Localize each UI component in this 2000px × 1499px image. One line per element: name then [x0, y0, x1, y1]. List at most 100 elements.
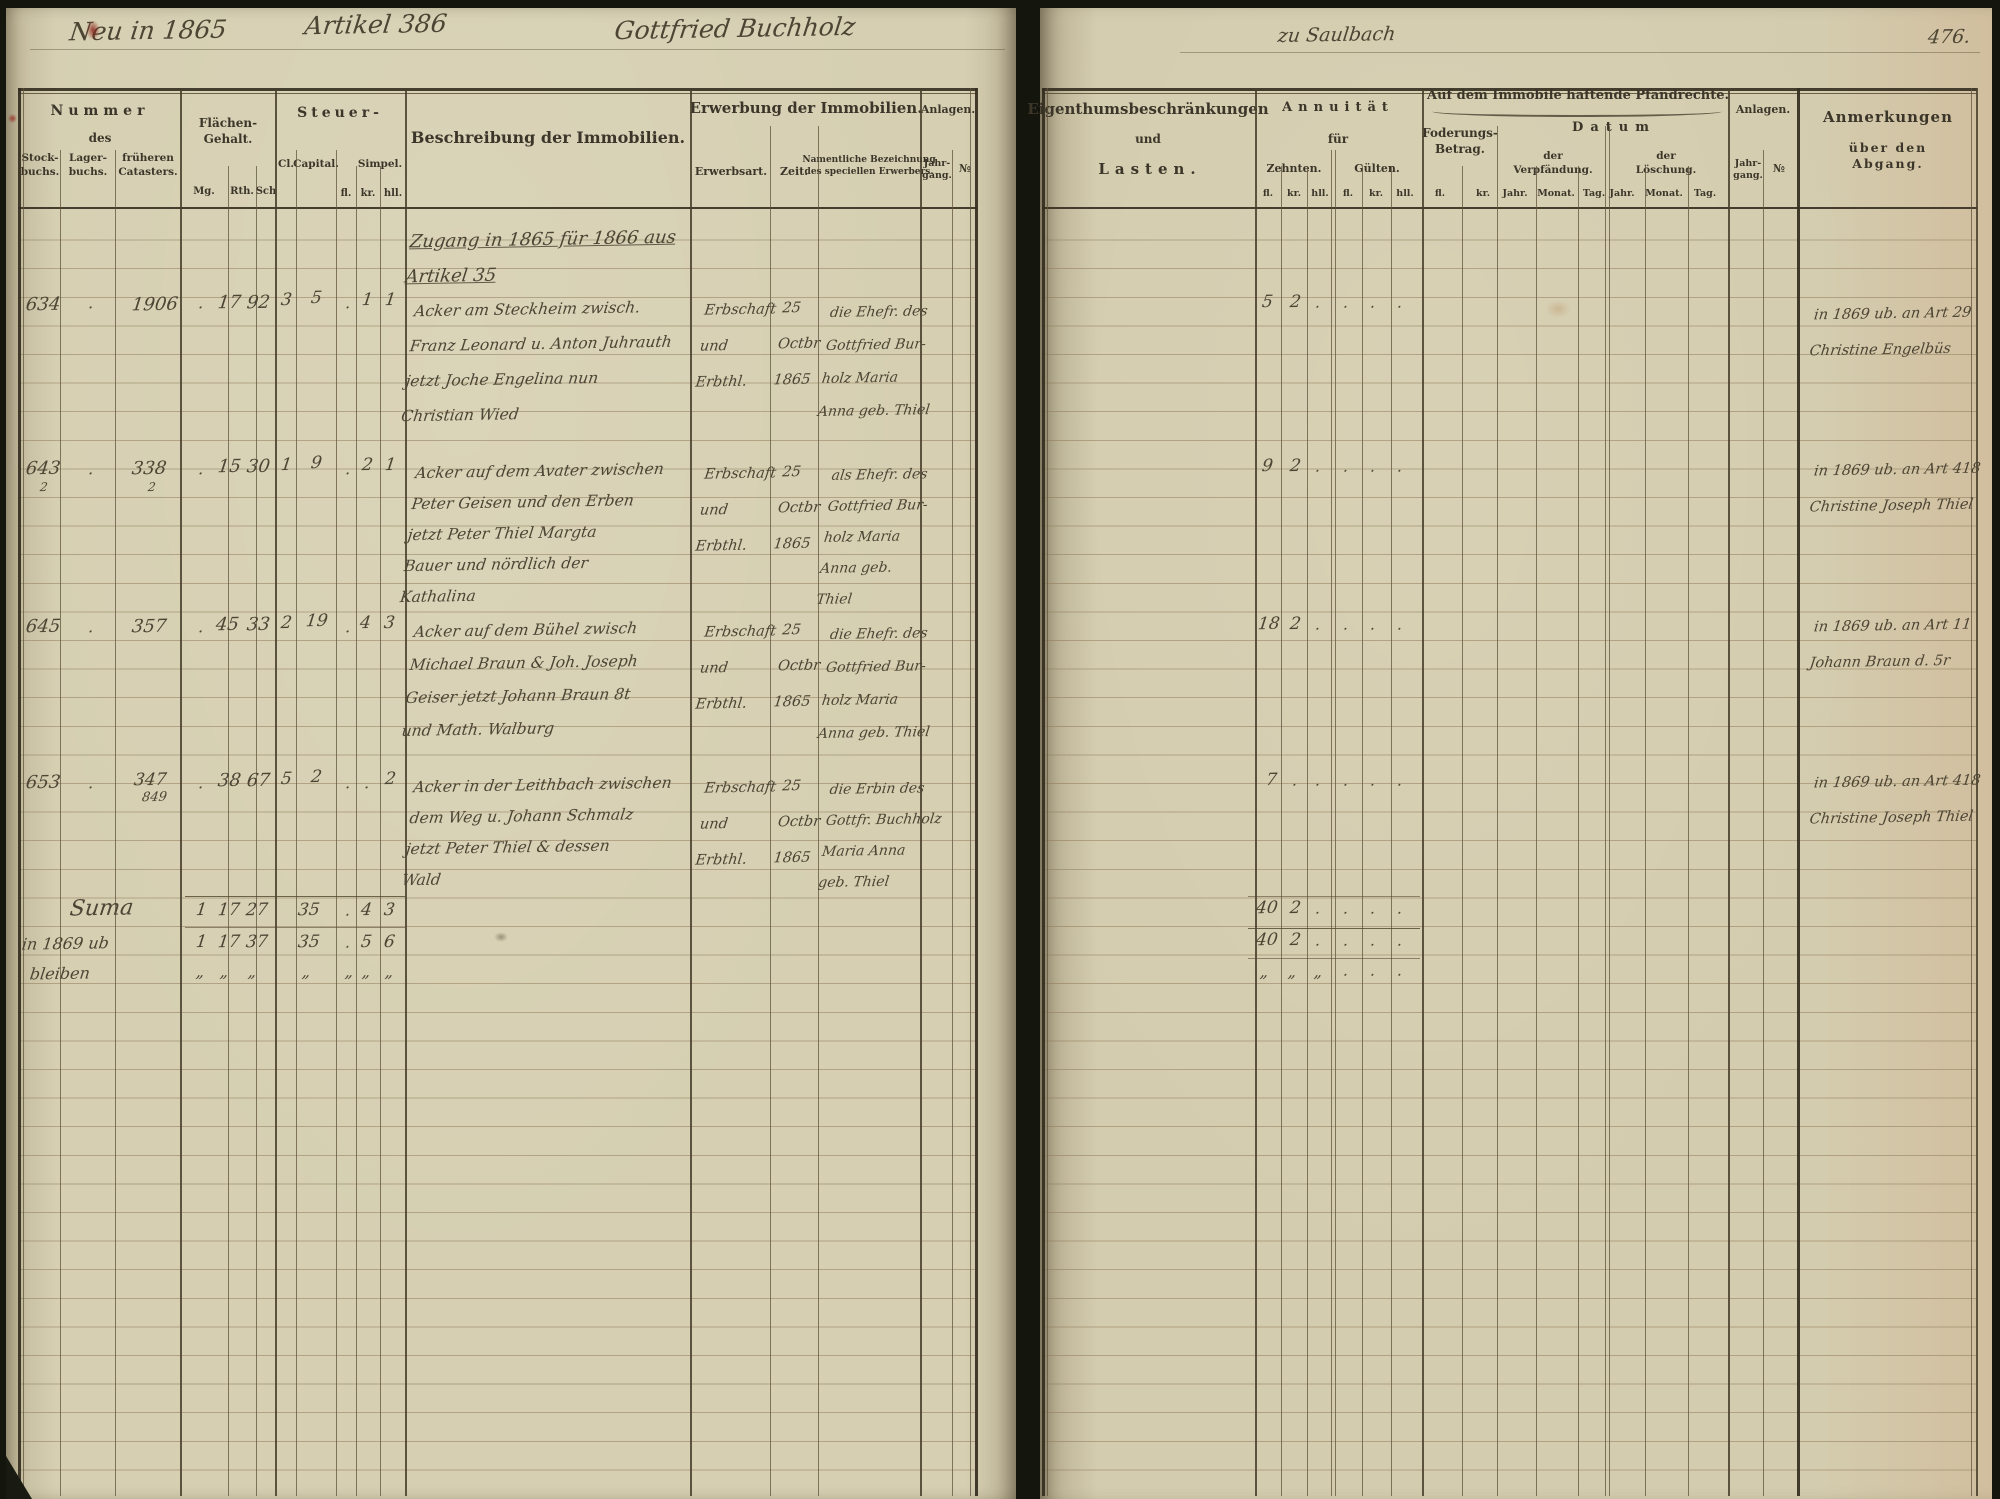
grid-line [60, 150, 61, 1496]
col-header-datum: Datum [1572, 120, 1656, 135]
col-header-steuer: Steuer- [297, 105, 383, 121]
col-header-simpel: Simpel. [357, 158, 403, 170]
cell-capital: 2 [309, 766, 324, 788]
grid-line [920, 88, 922, 1496]
cell-stockbuch: 645 [24, 615, 62, 638]
cell-sch: 92 [245, 291, 272, 314]
col-header-nr-left: № [959, 162, 971, 175]
cell-rth: 17 [216, 291, 243, 314]
grid-line [1609, 126, 1610, 1496]
cell-cataster-sub: 2 [147, 479, 157, 495]
grid-line [180, 88, 182, 1496]
grid-line [690, 88, 692, 1496]
grid-line [1047, 88, 1048, 1496]
cell-stockbuch-sub: 2 [39, 479, 49, 495]
col-header-lasten: Lasten. [1098, 160, 1202, 178]
col-header-guelten: Gülten. [1354, 162, 1400, 175]
sum-rule [1248, 958, 1420, 959]
foxing-spot [1545, 300, 1571, 318]
top-rule-right [1180, 52, 1980, 53]
summary-label: bleiben [28, 963, 92, 984]
sum-rule [1248, 896, 1420, 897]
cell-capital: 19 [304, 610, 329, 632]
sum-z-fl: 40 [1254, 897, 1279, 919]
grid-line [1422, 88, 1424, 1496]
col-header-foderungs: Foderungs- Betrag. [1422, 126, 1498, 156]
top-owner-note: Gottfried Buchholz [612, 11, 858, 46]
grid-line [115, 150, 116, 1496]
cell-anmerkung: in 1869 ub. an Art 11 Johann Braun d. 5r [1808, 616, 1973, 672]
sum-sch: 37 [244, 931, 269, 953]
col-header-z-hll: hll. [1311, 188, 1329, 199]
lt-top-border2 [18, 93, 977, 94]
col-header-lo-monat: Monat. [1645, 188, 1683, 199]
page-number: 476. [1926, 25, 1972, 49]
col-header-vp-monat: Monat. [1537, 188, 1575, 199]
cell-rth: 15 [216, 455, 243, 478]
col-header-verpfaendung: der Verpfändung. [1513, 150, 1593, 176]
cell-beschreibung: Acker auf dem Avater zwischen Peter Geis… [399, 459, 665, 607]
ink-stain [86, 20, 100, 40]
sum-s-hll: 6 [382, 931, 397, 953]
grid-line [1763, 150, 1764, 1496]
rt-header-bottom [1042, 207, 1977, 209]
sum-rth: 17 [216, 899, 241, 921]
grid-line [1605, 126, 1606, 1496]
col-header-jahrgang-right: Jahr- gang. [1733, 158, 1763, 182]
smudge [494, 932, 508, 942]
col-header-cataster: früheren Catasters. [118, 152, 178, 178]
grid-line [1307, 166, 1308, 1496]
col-header-mg: Mg. [193, 186, 215, 197]
pfandrechte-underline [1432, 106, 1722, 117]
cell-rth: 45 [214, 613, 241, 636]
grid-line [1976, 88, 1978, 1496]
ink-stain [8, 114, 17, 123]
col-header-lo-tag: Tag. [1693, 188, 1717, 199]
grid-line [405, 88, 407, 1496]
cell-erwerber: die Ehefr. des Gottfried Bur- holz Maria… [816, 625, 931, 742]
grid-line [1797, 88, 1800, 1496]
cell-zehnten-kr: 2 [1288, 613, 1303, 635]
grid-line [1042, 88, 1045, 1496]
col-header-abgang: über den Abgang. [1848, 140, 1928, 172]
col-header-lo-jahr: Jahr. [1609, 188, 1635, 199]
cell-simpel-kr: 2 [360, 454, 375, 476]
cell-anmerkung: in 1869 ub. an Art 418 Christine Joseph … [1808, 772, 1982, 828]
grid-line [256, 166, 257, 1496]
col-header-zehnten: Zehnten. [1266, 162, 1322, 175]
cell-simpel-hll: 2 [383, 768, 398, 790]
grid-line [770, 126, 771, 1496]
col-header-annuitaet: Annuität [1282, 100, 1394, 115]
col-header-nr-right: № [1773, 162, 1785, 175]
grid-line [975, 88, 978, 1496]
cell-zehnten-fl: 18 [1256, 613, 1281, 635]
col-header-und: und [1135, 132, 1161, 146]
col-header-fuer: für [1327, 132, 1349, 146]
sum-z-kr: 2 [1288, 897, 1303, 919]
summary-label: in 1869 ub [20, 933, 111, 954]
cell-erwerbsart: Erbschaft und Erbthl. [694, 779, 778, 869]
col-header-erwerbung: Erwerbung der Immobilien. [689, 99, 923, 117]
top-right-note: zu Saulbach [1276, 22, 1397, 48]
summary-label: Suma [68, 895, 135, 922]
cell-erwerbsart: Erbschaft und Erbthl. [694, 301, 778, 391]
col-header-eigenthums: Eigenthumsbeschränkungen [1027, 100, 1269, 118]
grid-line [18, 88, 21, 1496]
cell-zehnten-kr: 2 [1288, 291, 1303, 313]
col-header-z-fl: fl. [1262, 188, 1274, 199]
cell-cataster: 1906 [130, 293, 180, 316]
grid-line [1688, 166, 1689, 1496]
cell-cl: 2 [279, 612, 294, 634]
cell-simpel-kr: 4 [358, 612, 373, 634]
col-header-simpel-kr: kr. [360, 188, 376, 199]
grid-line [1645, 166, 1646, 1496]
cell-sch: 33 [245, 613, 272, 636]
col-header-simpel-fl: fl. [340, 188, 352, 199]
grid-line [818, 126, 819, 1496]
cell-sch: 30 [245, 455, 272, 478]
ruling-left [19, 212, 976, 1497]
sum-z-fl: 40 [1254, 929, 1279, 951]
sum-rule [185, 896, 405, 897]
col-header-fb-fl: fl. [1434, 188, 1446, 199]
cell-erwerber: als Ehefr. des Gottfried Bur- holz Maria… [815, 466, 929, 608]
